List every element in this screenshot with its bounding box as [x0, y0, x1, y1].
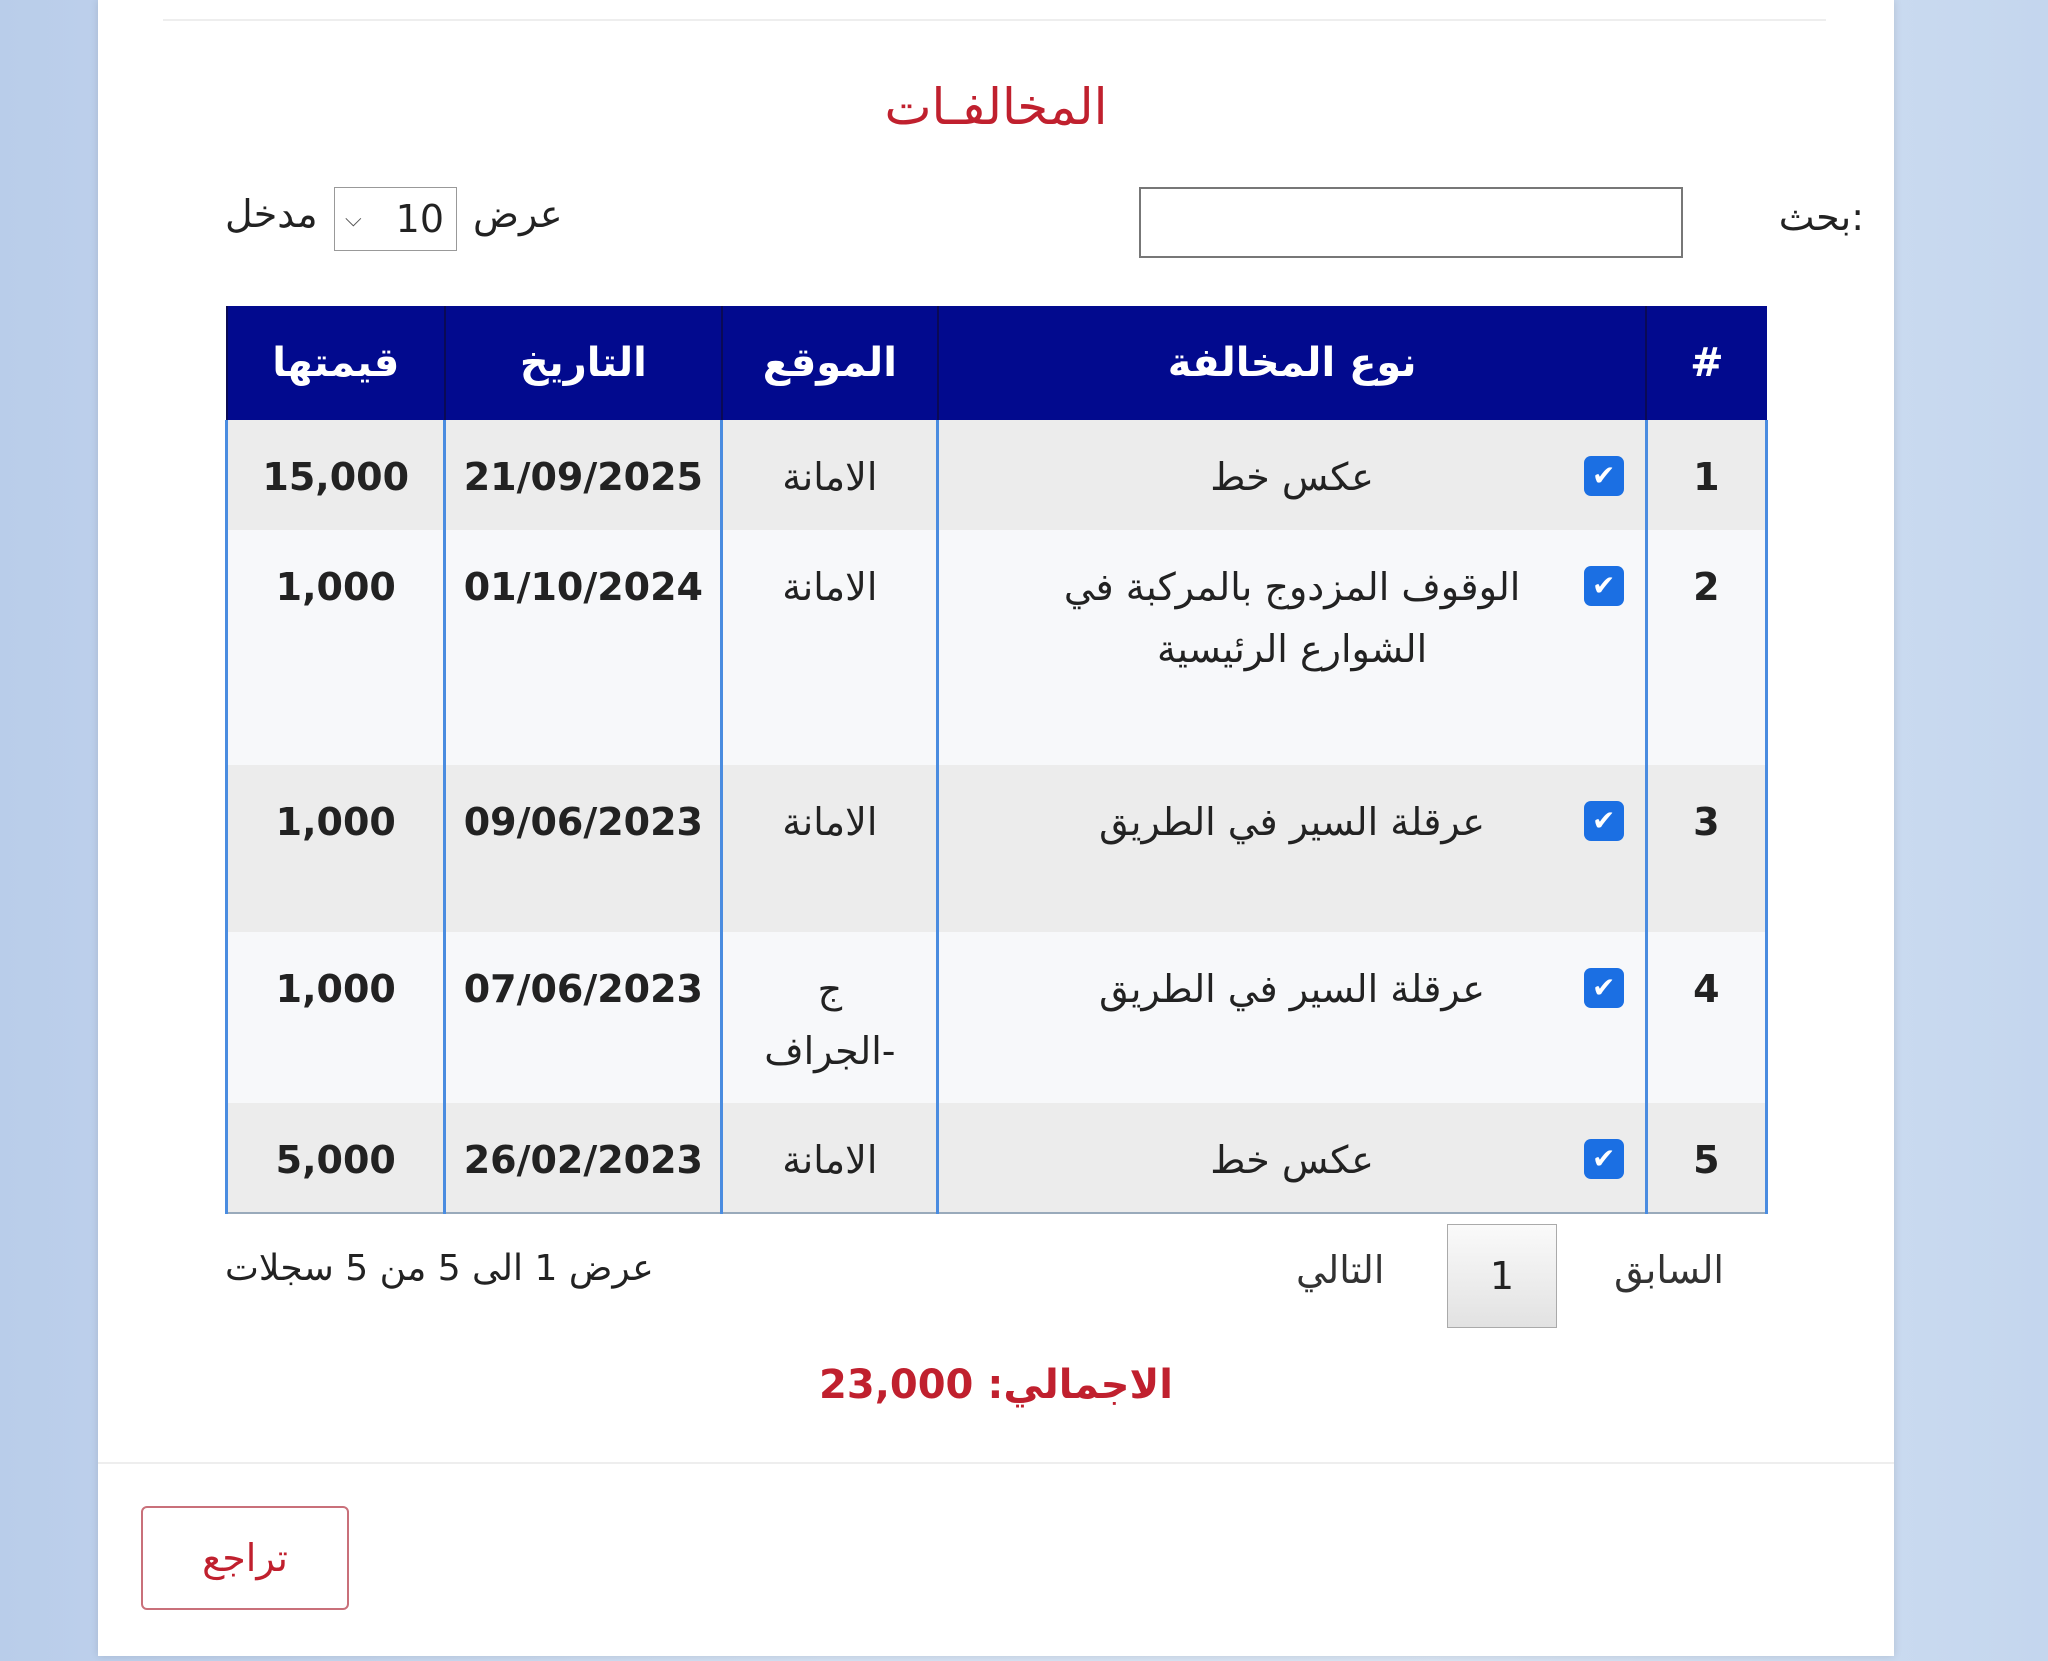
cell-number: 4 [1644, 932, 1769, 1103]
violation-type: عكس خط [1210, 455, 1374, 499]
violation-type: الوقوف المزدوج بالمركبة في الشوارع الرئي… [1063, 565, 1521, 671]
table-info: عرض 1 الى 5 من 5 سجلات [225, 1248, 654, 1289]
violation-type: عرقلة السير في الطريق [1099, 967, 1486, 1011]
table-header-row: # نوع المخالفة الموقع التاريخ قيمتها [225, 306, 1767, 420]
cell-number: 5 [1644, 1103, 1769, 1214]
cell-date: 21/09/2025 [443, 420, 724, 530]
violation-type: عكس خط [1210, 1138, 1374, 1182]
location-text: الامانة [782, 1138, 878, 1182]
table-row: 3 ✔ عرقلة السير في الطريق الامانة 09/06/2… [224, 765, 1769, 932]
page-length-select[interactable]: ⌵ 10 [334, 187, 457, 251]
cell-number: 2 [1644, 530, 1769, 765]
cell-date: 07/06/2023 [443, 932, 724, 1103]
pagination-previous[interactable]: السابق [1614, 1248, 1724, 1292]
violation-type: عرقلة السير في الطريق [1099, 800, 1486, 844]
length-suffix: مدخل [225, 192, 318, 236]
cell-location: الامانة [720, 765, 940, 932]
violations-table: # نوع المخالفة الموقع التاريخ قيمتها 1 ✔… [224, 306, 1769, 1214]
table-row: 5 ✔ عكس خط الامانة 26/02/2023 5,000 [224, 1103, 1769, 1214]
chevron-down-icon: ⌵ [345, 206, 362, 232]
col-header-date[interactable]: التاريخ [443, 306, 722, 420]
cell-location: الامانة [720, 530, 940, 765]
table-row: 1 ✔ عكس خط الامانة 21/09/2025 15,000 [224, 420, 1769, 530]
pagination-page-1[interactable]: 1 [1447, 1224, 1557, 1328]
checkbox-checked-icon[interactable]: ✔ [1583, 1139, 1624, 1179]
top-divider [163, 19, 1826, 21]
pagination-next[interactable]: التالي [1296, 1248, 1385, 1292]
cell-number: 3 [1644, 765, 1769, 932]
table-row: 2 ✔ الوقوف المزدوج بالمركبة في الشوارع ال… [224, 530, 1769, 765]
col-header-number[interactable]: # [1645, 306, 1767, 420]
cell-value: 15,000 [224, 420, 447, 530]
cell-value: 5,000 [224, 1103, 447, 1214]
cell-location: ج -الجراف [720, 932, 940, 1103]
cell-value: 1,000 [224, 932, 447, 1103]
cell-date: 26/02/2023 [443, 1103, 724, 1214]
location-text: ج -الجراف [764, 967, 896, 1073]
cell-type: ✔ عكس خط [936, 1103, 1648, 1214]
search-label: بحث: [1778, 195, 1864, 239]
cell-date: 09/06/2023 [443, 765, 724, 932]
cell-type: ✔ عكس خط [936, 420, 1648, 530]
cell-number: 1 [1644, 420, 1769, 530]
col-header-location[interactable]: الموقع [720, 306, 938, 420]
checkbox-checked-icon[interactable]: ✔ [1583, 566, 1624, 606]
violations-card: المخالفـات بحث: عرض ⌵ 10 مدخل # نوع المخ… [98, 0, 1894, 1656]
checkbox-checked-icon[interactable]: ✔ [1583, 456, 1624, 496]
location-text: الامانة [782, 800, 878, 844]
table-row: 4 ✔ عرقلة السير في الطريق ج -الجراف 07/06… [224, 932, 1769, 1103]
cell-type: ✔ الوقوف المزدوج بالمركبة في الشوارع الرئ… [936, 530, 1648, 765]
col-header-type[interactable]: نوع المخالفة [936, 306, 1647, 420]
length-prefix: عرض [473, 192, 563, 236]
checkbox-checked-icon[interactable]: ✔ [1583, 801, 1624, 841]
page-title: المخالفـات [884, 78, 1108, 136]
cell-location: الامانة [720, 420, 940, 530]
cell-value: 1,000 [224, 765, 447, 932]
cell-type: ✔ عرقلة السير في الطريق [936, 932, 1648, 1103]
col-header-value[interactable]: قيمتها [225, 306, 445, 420]
cell-date: 01/10/2024 [443, 530, 724, 765]
cell-location: الامانة [720, 1103, 940, 1214]
location-text: الامانة [782, 565, 878, 609]
checkbox-checked-icon[interactable]: ✔ [1583, 968, 1624, 1008]
cell-type: ✔ عرقلة السير في الطريق [936, 765, 1648, 932]
search-input[interactable] [1139, 187, 1683, 258]
back-button[interactable]: تراجع [141, 1506, 349, 1610]
page-length-value: 10 [395, 197, 444, 241]
footer-divider [98, 1462, 1894, 1464]
total-amount: الاجمالي: 23,000 [819, 1362, 1173, 1408]
cell-value: 1,000 [224, 530, 447, 765]
location-text: الامانة [782, 455, 878, 499]
